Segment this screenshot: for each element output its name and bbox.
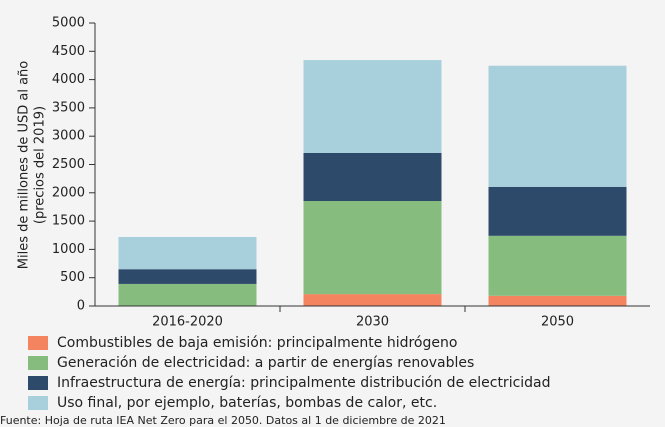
y-tick-label: 1500 (52, 214, 85, 229)
y-axis-label: Miles de millones de USD al año (17, 61, 32, 270)
x-tick-label: 2050 (541, 315, 574, 330)
legend-label: Generación de electricidad: a partir de … (57, 355, 474, 371)
y-tick-label: 2500 (52, 157, 85, 172)
y-tick-label: 4000 (52, 72, 85, 87)
y-axis-label: (precios del 2019) (33, 106, 48, 224)
y-tick-label: 3000 (52, 129, 85, 144)
y-tick-label: 0 (77, 299, 85, 314)
bar-segment (118, 236, 257, 270)
legend-swatch (28, 356, 48, 370)
y-tick-label: 2000 (52, 185, 85, 200)
y-tick-label: 4500 (52, 44, 85, 59)
bar-segment (303, 60, 442, 153)
bar-segment (118, 269, 257, 284)
bar-segment (303, 294, 442, 306)
legend-swatch (28, 336, 48, 350)
y-tick-label: 1000 (52, 242, 85, 257)
source: Fuente: Hoja de ruta IEA Net Zero para e… (0, 414, 446, 427)
legend-label: Infraestructura de energía: principalmen… (57, 375, 551, 391)
x-tick-label: 2030 (356, 315, 389, 330)
bar-segment (488, 186, 627, 236)
y-tick-label: 5000 (52, 16, 85, 31)
bar-segment (303, 201, 442, 295)
legend-label: Uso final, por ejemplo, baterías, bombas… (57, 395, 437, 411)
legend-swatch (28, 396, 48, 410)
bar-segment (303, 152, 442, 202)
x-tick-label: 2016-2020 (152, 315, 223, 330)
bar-segment (488, 235, 627, 296)
bar-segment (118, 283, 257, 306)
bar-segment (488, 295, 627, 306)
bar-segment (488, 65, 627, 187)
legend-label: Combustibles de baja emisión: principalm… (57, 335, 457, 351)
y-tick-label: 3500 (52, 100, 85, 115)
y-tick-label: 500 (60, 270, 85, 285)
legend-swatch (28, 376, 48, 390)
